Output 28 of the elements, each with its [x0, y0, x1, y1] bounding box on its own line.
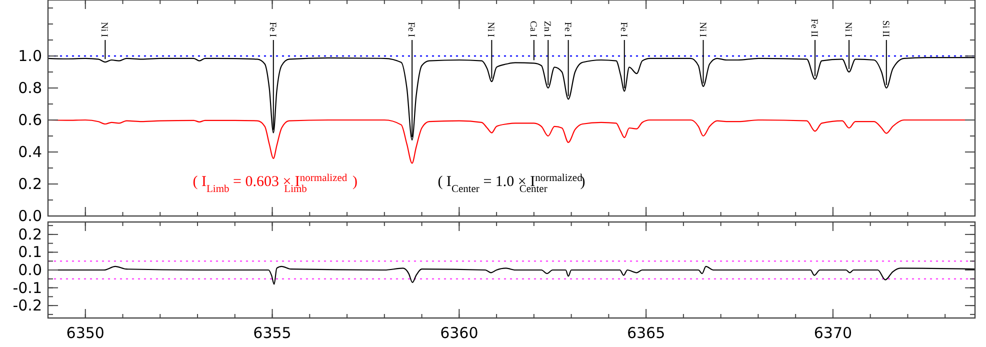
annotation: Ni I: [98, 22, 109, 37]
annotation: Si II: [880, 20, 890, 37]
y-tick-label: 0.1: [18, 243, 42, 262]
annotation: Zn I: [542, 20, 552, 37]
y-tick-label: 0.4: [18, 143, 42, 161]
y-tick-label: 0.8: [18, 79, 42, 97]
y-tick-label: 0.0: [18, 261, 42, 279]
y-tick-label: 0.2: [18, 175, 42, 193]
x-tick-label: 6365: [626, 324, 666, 342]
annotation: Fe II: [808, 18, 819, 37]
x-tick-label: 6350: [66, 324, 104, 342]
annotation: Ni I: [842, 22, 853, 37]
y-tick-label: -0.1: [12, 278, 42, 297]
annotation: Fe I: [562, 22, 572, 37]
annotation: Fe I: [266, 22, 277, 37]
annotation: Fe I: [406, 22, 416, 37]
annotation: Fe I: [618, 22, 628, 37]
y-tick-label: 0.6: [18, 111, 42, 129]
y-tick-label: 0.2: [18, 225, 42, 244]
annotation: Ni I: [485, 22, 496, 37]
y-tick-label: 0.0: [18, 207, 42, 225]
x-tick-label: 6360: [440, 324, 478, 342]
y-tick-label: -0.2: [12, 296, 42, 315]
annotation: Ca I: [527, 20, 538, 37]
y-tick-label: 1.0: [18, 47, 42, 65]
x-tick-label: 6355: [253, 324, 292, 342]
x-tick-label: 6370: [814, 324, 852, 342]
annotation: Ni I: [696, 22, 707, 37]
